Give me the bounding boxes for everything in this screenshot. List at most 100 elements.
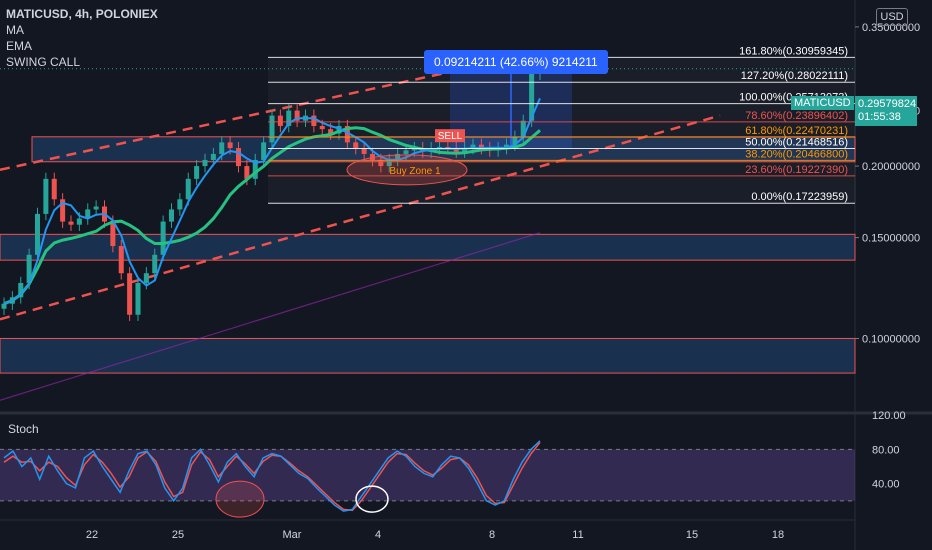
candle-24: [202, 159, 208, 167]
candle-53: [445, 146, 451, 149]
candle-38: [319, 125, 325, 130]
long-ma: [0, 232, 541, 401]
candle-61: [512, 136, 518, 145]
candle-26: [219, 142, 225, 154]
last-price-tag: 0.29579824 01:55:38: [855, 96, 917, 126]
candle-47: [395, 153, 401, 160]
fib-label-3: 78.60%(0.23896402): [745, 110, 848, 122]
fib-label-4: 61.80%(0.22470231): [745, 125, 848, 137]
candle-27: [227, 142, 233, 149]
buy-zone-ellipse: [346, 154, 468, 186]
candle-10: [85, 209, 91, 219]
fib-label-0: 161.80%(0.30959345): [739, 45, 848, 57]
candle-63: [529, 73, 535, 121]
stoch-tick-1: 80.00: [872, 444, 900, 456]
fib-label-8: 0.00%(0.17223959): [751, 191, 848, 203]
measure-label: 0.09214211 (42.66%) 9214211: [424, 50, 608, 74]
candle-52: [436, 146, 443, 149]
candle-46: [386, 159, 392, 167]
candle-9: [76, 218, 82, 225]
candle-21: [177, 199, 183, 210]
candle-39: [328, 129, 334, 134]
candle-15: [127, 273, 133, 315]
x-tick-0: 22: [86, 529, 98, 541]
candle-56: [470, 144, 476, 149]
x-tick-2: Mar: [283, 529, 302, 541]
last-price: 0.29579824: [858, 98, 917, 110]
indicator-swing-call[interactable]: SWING CALL: [6, 55, 81, 69]
stoch-tick-0: 120.00: [872, 410, 906, 422]
support-zone-1: [0, 233, 856, 261]
x-tick-4: 8: [489, 529, 495, 541]
chart-legend: MATICUSD, 4h, POLONIEX MA EMA SWING CALL: [6, 6, 158, 70]
lower-trendline: [0, 114, 721, 321]
candle-countdown: 01:55:38: [858, 111, 901, 123]
candle-49: [411, 148, 417, 151]
candle-45: [378, 159, 384, 167]
candle-6: [51, 178, 57, 200]
candle-43: [361, 148, 367, 154]
buy-zone-label: Buy Zone 1: [389, 166, 441, 177]
x-tick-1: 25: [172, 529, 184, 541]
candle-55: [462, 148, 468, 152]
candle-29: [244, 166, 250, 179]
stoch-oversold-circle-2: [355, 485, 389, 513]
y-tick-2: 0.20000000: [862, 161, 920, 173]
symbol-title: MATICUSD, 4h, POLONIEX: [6, 7, 158, 21]
sell-badge: [435, 129, 465, 143]
candle-60: [503, 144, 510, 149]
x-tick-3: 4: [375, 529, 381, 541]
candle-54: [453, 148, 459, 152]
symbol-price-tag: MATICUSD: [791, 96, 854, 110]
candle-42: [353, 142, 359, 149]
candle-28: [235, 148, 242, 167]
candle-25: [210, 153, 216, 160]
sell-label: SELL: [438, 131, 463, 142]
candle-44: [369, 153, 376, 160]
stoch-label: Stoch: [8, 422, 39, 436]
currency-button[interactable]: USD: [876, 8, 908, 26]
candle-30: [252, 159, 258, 179]
candle-0: [1, 303, 7, 309]
candle-18: [152, 254, 158, 274]
candle-48: [403, 150, 409, 154]
candle-16: [135, 282, 141, 315]
candle-41: [344, 125, 350, 143]
candle-32: [269, 115, 275, 143]
candle-7: [60, 199, 66, 222]
fib-label-1: 127.20%(0.28022111): [741, 70, 848, 82]
candle-14: [118, 246, 124, 274]
stoch-k-line: [3, 440, 541, 512]
stoch-d-line: [3, 442, 541, 512]
ma-line: [3, 126, 541, 306]
y-tick-4: 0.10000000: [862, 333, 920, 345]
candle-23: [194, 166, 200, 179]
candle-11: [93, 206, 99, 210]
fib-label-5: 50.00%(0.21468516): [745, 136, 848, 148]
fib-label-6: 38.20%(0.20466800): [745, 148, 848, 160]
candle-57: [478, 144, 484, 149]
x-tick-7: 18: [772, 529, 784, 541]
x-tick-6: 15: [686, 529, 698, 541]
candle-31: [261, 142, 267, 160]
y-tick-3: 0.15000000: [862, 233, 920, 245]
candle-3: [26, 254, 32, 283]
indicator-ema[interactable]: EMA: [6, 39, 33, 53]
x-tick-5: 11: [572, 529, 583, 541]
candle-22: [185, 178, 191, 200]
stoch-oversold-circle-1: [215, 480, 265, 518]
candle-62: [520, 120, 526, 137]
candle-37: [311, 115, 317, 126]
candle-2: [18, 282, 24, 298]
fib-label-7: 23.60%(0.19227390): [745, 164, 848, 176]
candle-8: [68, 221, 74, 225]
candle-5: [43, 178, 49, 214]
support-zone-2: [0, 337, 856, 374]
indicator-ma[interactable]: MA: [6, 23, 24, 37]
candle-17: [143, 273, 149, 283]
candle-20: [168, 209, 175, 222]
candle-13: [110, 221, 116, 247]
stoch-tick-2: 40.00: [872, 479, 900, 491]
candle-19: [160, 221, 166, 255]
